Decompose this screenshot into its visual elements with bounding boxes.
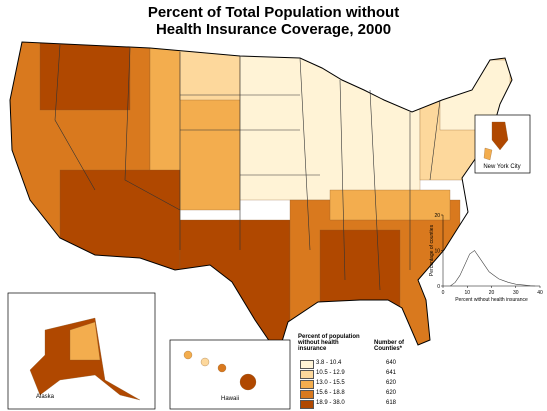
x-axis-label: Percent without health insurance: [455, 297, 528, 303]
legend-count: 620: [386, 380, 397, 386]
y-tick-label: 10: [434, 249, 440, 255]
legend-range: 15.6 - 18.8: [316, 390, 345, 396]
y-tick-label: 20: [434, 213, 440, 219]
region: [39, 42, 131, 111]
region: [69, 321, 101, 361]
region: [179, 219, 291, 348]
legend-range: 13.0 - 15.5: [316, 380, 345, 386]
region: [319, 229, 401, 311]
region: [329, 189, 451, 221]
x-tick-label: 10: [464, 290, 470, 296]
x-tick-label: 30: [513, 290, 519, 296]
legend-count: 641: [386, 370, 397, 376]
state-borders: [54, 44, 441, 291]
us-outline: [9, 41, 513, 349]
region: [491, 121, 509, 151]
region: [239, 373, 257, 391]
hawaii-islands: [183, 350, 257, 391]
legend-swatch: [300, 380, 314, 389]
distribution-line: [450, 250, 536, 287]
x-tick-label: 20: [489, 290, 495, 296]
legend-count: 640: [386, 360, 397, 366]
legend-count-title: Number of Counties*: [374, 340, 404, 352]
legend-range: 3.8 - 10.4: [316, 360, 342, 366]
region: [59, 169, 181, 271]
title: Percent of Total Population without Heal…: [0, 4, 547, 38]
legend-count: 618: [386, 400, 397, 406]
inset-label: Alaska: [36, 394, 55, 400]
legend-title: Percent of population without health ins…: [298, 334, 360, 352]
legend-swatch: [300, 370, 314, 379]
region: [183, 350, 193, 360]
region: [200, 357, 210, 367]
legend-swatch: [300, 390, 314, 399]
legend-swatch: [300, 400, 314, 409]
y-tick-label: 0: [437, 284, 440, 290]
legend-range: 18.9 - 38.0: [316, 400, 345, 406]
x-tick-label: 40: [537, 290, 543, 296]
inset-label: New York City: [483, 164, 520, 170]
legend-swatch: [300, 360, 314, 369]
inset-label: Hawaii: [221, 396, 239, 402]
x-tick-label: 0: [442, 290, 445, 296]
legend-count: 620: [386, 390, 397, 396]
y-axis-label: Percentage of counties: [429, 224, 435, 276]
legend-range: 10.5 - 12.9: [316, 370, 345, 376]
region: [217, 363, 227, 373]
region: [483, 147, 493, 161]
title-line: Percent of Total Population without: [147, 4, 400, 21]
region: [179, 42, 241, 101]
title-line: Health Insurance Coverage, 2000: [155, 21, 392, 38]
